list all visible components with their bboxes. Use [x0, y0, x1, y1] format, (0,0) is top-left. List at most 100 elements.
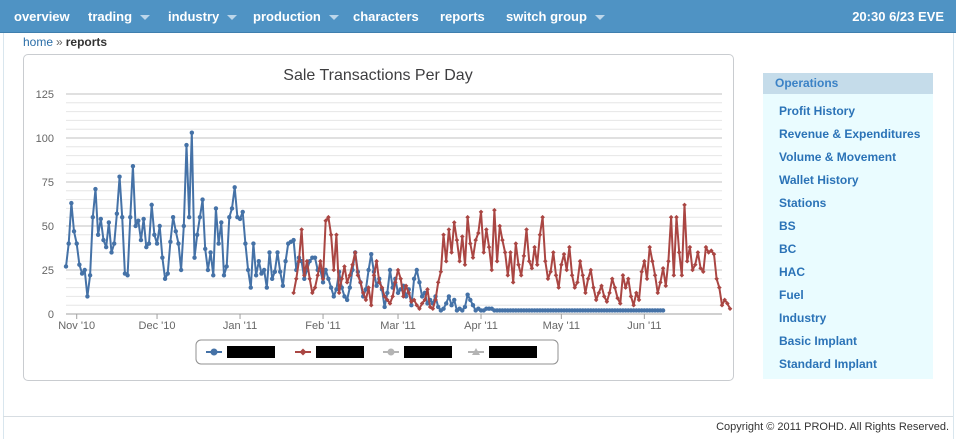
series-1-point: [136, 218, 141, 223]
series-1-point: [344, 297, 350, 303]
series-2-point: [476, 230, 481, 236]
nav-label: switch group: [506, 9, 587, 24]
nav-industry[interactable]: industry: [168, 0, 238, 33]
series-2-point: [553, 272, 559, 278]
sidebar-item-wallet-history[interactable]: Wallet History: [779, 173, 859, 187]
series-1-point: [74, 241, 79, 246]
sidebar-item-fuel[interactable]: Fuel: [779, 288, 804, 302]
series-2-point: [559, 262, 564, 268]
series-2-point: [352, 250, 358, 255]
sidebar-item-bc[interactable]: BC: [779, 242, 797, 256]
series-2-point: [310, 290, 315, 296]
sidebar-item-standard-implant[interactable]: Standard Implant: [779, 357, 878, 371]
sidebar-item-industry[interactable]: Industry: [779, 311, 827, 325]
series-1-point: [417, 280, 422, 285]
series-2-point: [465, 214, 470, 220]
x-tick-label: Dec '10: [139, 320, 176, 332]
series-2-point: [417, 306, 422, 312]
series-1-point: [280, 283, 286, 289]
series-1-point: [211, 273, 216, 278]
series-2-point: [422, 297, 428, 303]
series-1-point: [278, 269, 283, 274]
series-1-point: [237, 216, 243, 222]
series-2-point: [537, 232, 543, 238]
series-2-point: [326, 214, 331, 220]
series-2-point: [663, 283, 669, 289]
sidebar-item-revenue-expenditures[interactable]: Revenue & Expenditures: [779, 127, 921, 141]
series-1-point: [229, 206, 235, 211]
series-1-point: [130, 163, 136, 169]
series-2-point: [406, 290, 412, 296]
series-2-point: [676, 250, 682, 255]
sidebar-item-profit-history[interactable]: Profit History: [779, 104, 856, 118]
series-2-point: [561, 251, 567, 257]
series-2-point: [534, 262, 540, 268]
series-2-point: [382, 294, 387, 299]
series-2-point: [449, 250, 454, 255]
legend-label-redacted: [489, 346, 537, 358]
sidebar-item-volume-movement[interactable]: Volume & Movement: [779, 150, 897, 164]
breadcrumb-home-link[interactable]: home: [23, 35, 54, 49]
series-1-point: [197, 215, 203, 220]
series-2-point: [518, 272, 524, 278]
series-2-point: [593, 297, 599, 303]
x-axis: Nov '10 Dec '10 Jan '11 Feb '11 Mar '11 Apr '…: [58, 313, 722, 332]
series-2-point: [585, 276, 591, 282]
series-2-point: [666, 258, 671, 264]
series-2-point: [360, 290, 366, 296]
series-2-point: [376, 280, 382, 285]
series-1-point: [374, 283, 379, 289]
series-2-point: [368, 302, 374, 308]
breadcrumb: home» reports: [23, 35, 107, 49]
legend-label-redacted: [227, 346, 275, 358]
series-1-point: [283, 259, 288, 264]
series-1-point: [176, 241, 181, 246]
nav-reports[interactable]: reports: [440, 0, 485, 33]
series-1-point: [331, 294, 336, 299]
series-1-point: [165, 271, 170, 276]
sidebar-item-hac[interactable]: HAC: [779, 265, 805, 279]
series-1-point: [245, 267, 251, 273]
nav-switch-group[interactable]: switch group: [506, 0, 605, 33]
series-1-point: [117, 174, 122, 179]
sidebar-item-basic-implant[interactable]: Basic Implant: [779, 334, 858, 348]
series-1-point: [272, 269, 278, 274]
series-1-point: [253, 273, 259, 278]
series-2-point: [521, 253, 527, 259]
series-2-point: [684, 258, 690, 264]
nav-label: characters: [353, 9, 419, 24]
series-1-point: [326, 276, 331, 281]
series-2-point: [320, 276, 326, 282]
series-2-point: [344, 280, 350, 285]
x-tick-label: May '11: [543, 320, 580, 332]
nav-overview[interactable]: overview: [14, 0, 70, 33]
series-2-point: [473, 237, 478, 243]
series-1-point: [387, 267, 393, 273]
series-2-point: [358, 280, 363, 285]
series-1-point: [95, 232, 101, 237]
series-1-point: [160, 255, 165, 260]
series-2-point: [671, 272, 677, 278]
chevron-down-icon: [140, 15, 151, 21]
series-2-point: [468, 241, 473, 246]
nav-production[interactable]: production: [253, 0, 339, 33]
series-2-point: [462, 262, 468, 268]
sidebar-item-stations[interactable]: Stations: [779, 196, 827, 210]
nav-characters[interactable]: characters: [353, 0, 419, 33]
chart-legend: [195, 339, 559, 365]
series-1-point: [138, 237, 144, 243]
series-1-point: [114, 211, 120, 216]
series-2-point: [609, 276, 615, 282]
series-1-point: [307, 259, 312, 264]
series-1-point: [275, 250, 280, 255]
legend-marker: [299, 348, 307, 356]
sidebar-item-bs[interactable]: BS: [779, 219, 796, 233]
series-2-point: [427, 304, 433, 310]
x-tick-label: Mar '11: [380, 320, 416, 332]
series-2-point: [355, 272, 361, 278]
nav-trading[interactable]: trading: [88, 0, 151, 33]
series-1-point: [162, 276, 168, 281]
series-2-point: [569, 272, 575, 278]
series-1-point: [240, 209, 245, 215]
series-1-point: [452, 297, 457, 303]
